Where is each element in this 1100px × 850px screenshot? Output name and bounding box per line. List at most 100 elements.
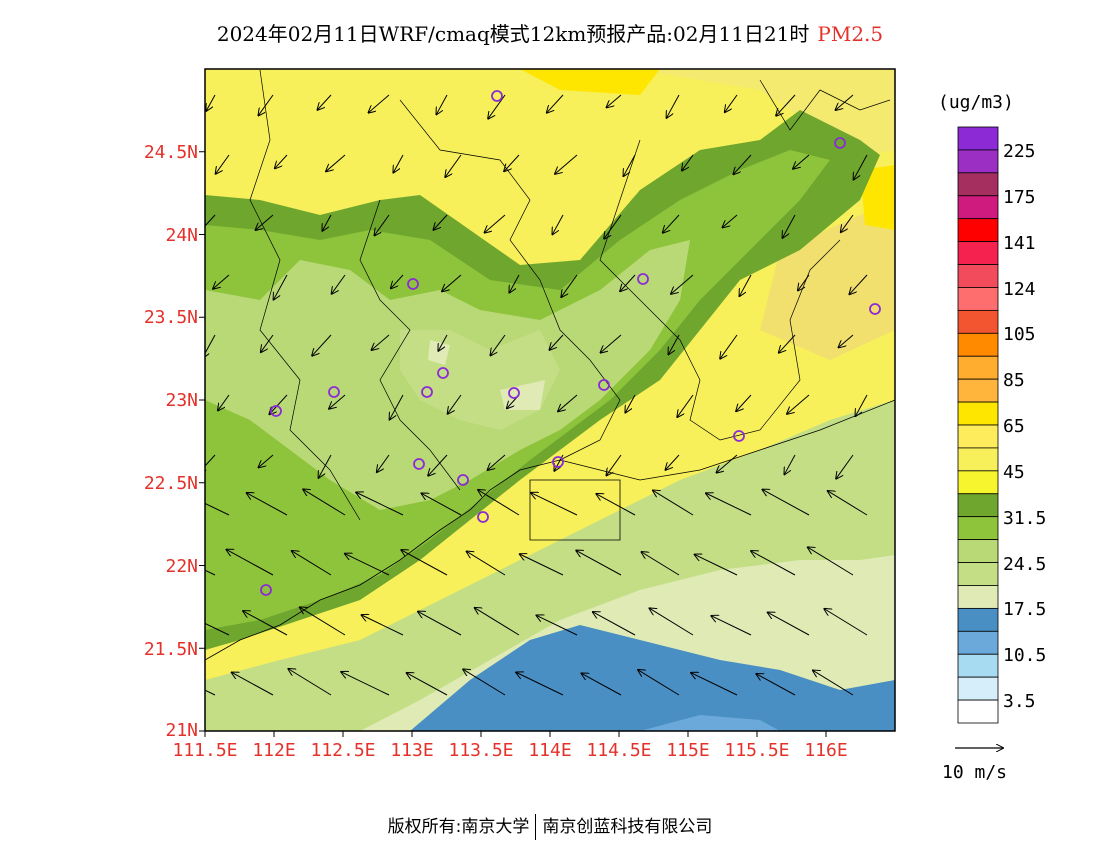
wind-arrow xyxy=(808,547,854,576)
wind-arrow xyxy=(638,670,680,696)
colorbar-box xyxy=(957,195,999,220)
colorbar-box xyxy=(957,126,999,151)
site-marker xyxy=(508,387,520,399)
wind-arrow xyxy=(391,274,404,288)
boundary-line-central xyxy=(399,99,621,461)
concentration-field xyxy=(205,69,895,731)
wind-arrow xyxy=(407,673,448,696)
wind-arrow xyxy=(828,491,868,516)
wind-arrow xyxy=(798,274,810,290)
wind-arrow xyxy=(205,334,216,358)
wind-arrow xyxy=(739,274,752,296)
colorbar-box xyxy=(957,516,999,541)
wind-arrow xyxy=(274,274,288,300)
footer-separator xyxy=(535,814,537,840)
boundary-line-west xyxy=(249,69,361,521)
wind-arrow xyxy=(776,94,796,116)
title-text: 2024年02月11日WRF/cmaq模式12km预报产品:02月11日21时 xyxy=(216,22,810,46)
wind-arrow xyxy=(671,274,694,294)
wind-arrow xyxy=(341,672,390,696)
colorbar-box xyxy=(957,424,999,449)
colorbar-box xyxy=(957,585,999,609)
wind-arrow xyxy=(329,394,346,409)
colorbar-box xyxy=(957,172,999,197)
wind-arrow xyxy=(303,489,346,516)
wind-reference-label: 10 m/s xyxy=(942,762,1008,783)
wind-arrow xyxy=(682,154,694,170)
site-marker xyxy=(869,303,881,315)
lat-label-23: 23N xyxy=(165,390,198,411)
colorbar-box xyxy=(957,676,999,701)
wind-arrow xyxy=(205,622,230,636)
colorbar-box xyxy=(957,539,999,563)
colorbar-label-105: 105 xyxy=(1003,324,1036,345)
colorbar-box xyxy=(957,630,999,655)
wind-arrow xyxy=(841,214,854,232)
wind-arrow xyxy=(813,670,854,696)
colorbar-box xyxy=(957,470,999,495)
wind-arrow xyxy=(490,334,506,355)
wind-arrow xyxy=(438,334,448,351)
colorbar-box xyxy=(957,264,999,288)
colorbar-label-24-5: 24.5 xyxy=(1003,554,1047,575)
wind-arrow xyxy=(377,454,390,472)
wind-arrow xyxy=(695,555,738,576)
wind-arrow xyxy=(555,154,578,174)
wind-arrow xyxy=(478,490,520,516)
site-marker xyxy=(477,511,489,523)
wind-arrow xyxy=(448,394,462,414)
wind-arrow xyxy=(733,154,752,174)
wind-arrow xyxy=(292,551,332,576)
field-band-bright-yellow xyxy=(860,165,895,230)
wind-arrow xyxy=(641,552,680,576)
wind-arrow xyxy=(855,394,868,416)
wind-vectors xyxy=(205,94,868,696)
wind-arrow xyxy=(751,551,796,576)
wind-arrow xyxy=(620,274,636,291)
wind-arrow xyxy=(606,454,622,475)
site-marker xyxy=(270,405,282,417)
colorbar-box xyxy=(957,493,999,518)
colorbar-box xyxy=(957,562,999,586)
copyright-left: 版权所有:南京大学 xyxy=(387,817,530,837)
lon-label-116: 116E xyxy=(804,740,848,761)
wind-arrow xyxy=(787,394,810,414)
wind-arrow xyxy=(531,493,578,516)
wind-arrow xyxy=(504,154,520,171)
wind-arrow xyxy=(319,454,332,478)
colorbar-box xyxy=(957,287,999,311)
wind-arrow xyxy=(345,554,390,576)
wind-arrow xyxy=(536,615,578,636)
wind-arrow xyxy=(372,334,390,350)
field-band-bright-yellow-top xyxy=(520,69,660,95)
wind-arrow xyxy=(259,454,274,467)
wind-arrow xyxy=(300,607,346,636)
lat-label-22-5: 22.5N xyxy=(143,473,198,494)
wind-arrow xyxy=(374,214,390,235)
wind-arrow xyxy=(783,214,796,238)
wind-arrow xyxy=(576,551,622,576)
site-marker xyxy=(598,379,610,391)
field-band-lightyellow xyxy=(205,69,895,160)
lon-label-113: 113E xyxy=(390,740,434,761)
wind-arrow xyxy=(706,493,752,516)
colorbar-box xyxy=(957,149,999,174)
wind-arrow xyxy=(550,334,564,350)
colorbar-label-3-5: 3.5 xyxy=(1003,691,1036,712)
lon-label-114-5: 114.5E xyxy=(586,740,652,761)
field-band-sea-lightblue xyxy=(640,715,780,731)
wind-arrow xyxy=(258,94,274,115)
wind-arrow xyxy=(691,673,738,696)
wind-arrow xyxy=(488,94,506,119)
copyright-footer: 版权所有:南京大学 南京创蓝科技有限公司 xyxy=(0,812,1100,840)
wind-arrow xyxy=(243,611,288,636)
wind-arrow xyxy=(779,334,796,353)
wind-arrow xyxy=(668,334,680,354)
wind-arrow xyxy=(232,672,274,696)
wind-arrow xyxy=(418,612,462,636)
site-marker xyxy=(457,474,469,486)
wind-arrow xyxy=(275,154,288,168)
lat-label-24: 24N xyxy=(165,225,198,246)
site-marker xyxy=(421,386,433,398)
